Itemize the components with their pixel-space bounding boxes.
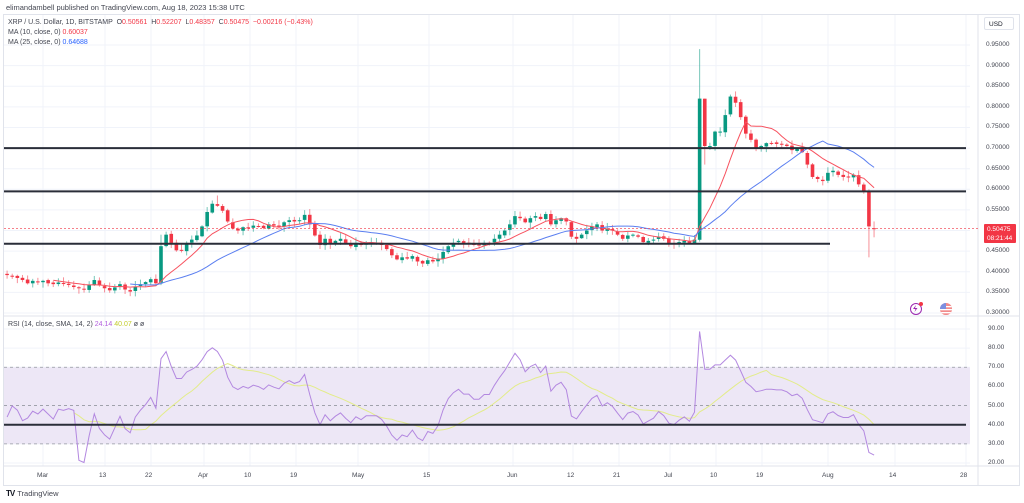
price-tick: 0.75000 bbox=[986, 123, 1010, 131]
time-tick: 10 bbox=[710, 472, 718, 479]
publisher-caption: elimandambell published on TradingView.c… bbox=[6, 3, 245, 12]
price-tick: 0.80000 bbox=[986, 102, 1010, 110]
currency-button[interactable]: USD bbox=[984, 17, 1014, 30]
time-tick: 13 bbox=[99, 472, 107, 479]
price-tick: 0.70000 bbox=[986, 144, 1010, 152]
time-tick: 14 bbox=[889, 472, 897, 479]
high-value: 0.52207 bbox=[156, 19, 182, 26]
price-tick: 0.90000 bbox=[986, 61, 1010, 69]
ma25-legend[interactable]: MA (25, close, 0) 0.64688 bbox=[8, 38, 88, 48]
low-value: 0.48357 bbox=[189, 19, 215, 26]
low-label: L bbox=[185, 19, 190, 26]
time-tick: Mar bbox=[37, 472, 49, 479]
ma10-legend[interactable]: MA (10, close, 0) 0.60037 bbox=[8, 28, 88, 38]
rsi-tick: 20.00 bbox=[988, 459, 1005, 466]
close-value: 0.50475 bbox=[223, 19, 250, 26]
ma10-value: 0.60037 bbox=[62, 29, 88, 36]
rsi-extra-2: ø bbox=[139, 321, 145, 328]
rsi-tick: 60.00 bbox=[988, 382, 1005, 390]
price-tick: 0.40000 bbox=[986, 267, 1010, 275]
price-tick: 0.60000 bbox=[986, 185, 1010, 193]
time-tick: Jun bbox=[507, 472, 518, 479]
tradingview-brand: TradingView bbox=[17, 489, 59, 498]
open-value: 0.50561 bbox=[122, 19, 148, 26]
rsi-label: RSI (14, close, SMA, 14, 2) bbox=[8, 321, 93, 328]
us-flag-events-icon[interactable] bbox=[940, 303, 952, 315]
ma25-label: MA (25, close, 0) bbox=[8, 39, 61, 46]
lightning-events-icon[interactable] bbox=[910, 302, 923, 315]
time-tick: Jul bbox=[664, 472, 673, 479]
time-tick: 22 bbox=[145, 472, 153, 479]
rsi-tick: 90.00 bbox=[988, 325, 1005, 332]
price-tick: 0.65000 bbox=[986, 164, 1010, 172]
change-value: −0.00216 (−0.43%) bbox=[252, 19, 313, 26]
high-label: H bbox=[151, 19, 157, 26]
rsi-tick: 50.00 bbox=[988, 401, 1005, 409]
rsi-tick: 80.00 bbox=[988, 344, 1005, 352]
open-label: O bbox=[116, 19, 123, 26]
current-price-tag: 0.50475 08:21:44 bbox=[984, 224, 1016, 243]
time-tick: 10 bbox=[244, 472, 252, 479]
rsi-value: 24.14 bbox=[94, 321, 113, 328]
rsi-extra-1: ø bbox=[133, 321, 139, 328]
time-tick: 19 bbox=[290, 472, 298, 479]
symbol-title[interactable]: XRP / U.S. Dollar, 1D, BITSTAMP bbox=[8, 19, 113, 26]
symbol-legend: XRP / U.S. Dollar, 1D, BITSTAMP O0.50561… bbox=[8, 18, 313, 28]
time-tick: May bbox=[352, 472, 365, 479]
tradingview-logo[interactable]: TV TradingView bbox=[6, 489, 59, 498]
close-label: C bbox=[218, 19, 224, 26]
time-tick: 15 bbox=[423, 472, 431, 479]
price-tick: 0.85000 bbox=[986, 82, 1010, 90]
rsi-sma-value: 40.07 bbox=[114, 321, 132, 328]
time-tick: 12 bbox=[567, 472, 575, 479]
ma10-label: MA (10, close, 0) bbox=[8, 29, 61, 36]
current-price: 0.50475 bbox=[987, 226, 1011, 233]
time-tick: Aug bbox=[822, 472, 834, 479]
price-tick: 0.45000 bbox=[986, 247, 1010, 255]
chart-frame bbox=[3, 14, 1020, 486]
tradingview-mark-icon: TV bbox=[6, 489, 15, 498]
price-tick: 0.95000 bbox=[986, 41, 1010, 48]
time-tick: Apr bbox=[198, 472, 209, 479]
ma25-value: 0.64688 bbox=[62, 39, 88, 46]
price-tick: 0.30000 bbox=[986, 309, 1010, 316]
bar-countdown: 08:21:44 bbox=[987, 235, 1013, 242]
rsi-tick: 70.00 bbox=[988, 363, 1005, 371]
rsi-tick: 40.00 bbox=[988, 420, 1005, 428]
price-tick: 0.55000 bbox=[986, 205, 1010, 213]
time-tick: 21 bbox=[613, 472, 621, 479]
price-tick: 0.35000 bbox=[986, 288, 1010, 296]
rsi-tick: 30.00 bbox=[988, 439, 1005, 447]
rsi-legend[interactable]: RSI (14, close, SMA, 14, 2) 24.14 40.07 … bbox=[8, 320, 144, 330]
time-tick: 19 bbox=[756, 472, 764, 479]
time-tick: 28 bbox=[960, 472, 968, 479]
